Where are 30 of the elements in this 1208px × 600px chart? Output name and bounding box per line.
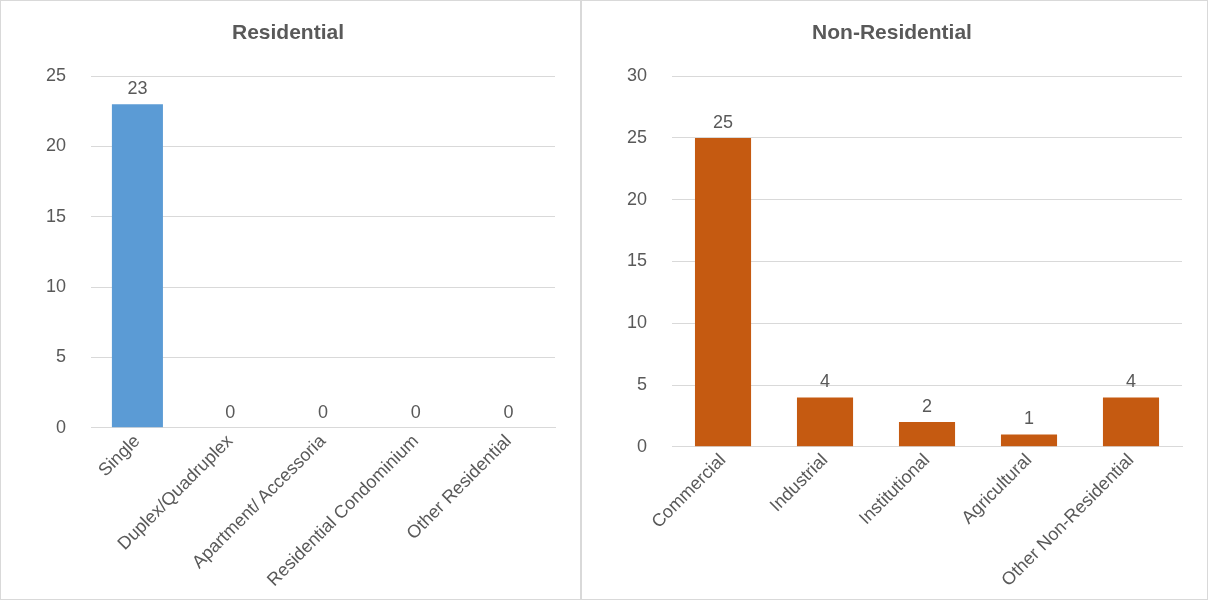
data-label: 4 (1125, 371, 1137, 392)
y-tick-label: 20 (626, 188, 648, 209)
chart-title: Residential (231, 20, 345, 44)
bar (796, 397, 854, 447)
y-tick-label: 15 (45, 205, 67, 226)
data-label: 1 (1024, 408, 1035, 429)
y-tick-label: 10 (45, 276, 67, 297)
y-tick-label: 10 (626, 312, 648, 333)
data-label: 4 (820, 371, 831, 392)
chart-title: Non-Residential (812, 20, 972, 44)
y-tick-label: 15 (626, 250, 648, 271)
y-tick-label: 5 (637, 374, 648, 394)
data-label: 0 (225, 401, 236, 422)
data-label: 0 (318, 401, 329, 422)
data-label: 2 (922, 396, 933, 417)
y-tick-label: 0 (637, 435, 648, 456)
data-label: 0 (410, 401, 421, 422)
bar (1000, 434, 1058, 447)
y-tick-label: 0 (56, 416, 67, 437)
bar (694, 137, 752, 447)
y-tick-label: 20 (45, 135, 67, 156)
data-label: 25 (713, 111, 734, 132)
y-tick-label: 25 (626, 126, 648, 147)
data-label: 23 (127, 78, 148, 99)
bar (1102, 397, 1160, 447)
data-label: 0 (503, 401, 514, 422)
y-tick-label: 30 (626, 65, 648, 86)
y-tick-label: 25 (45, 65, 67, 86)
y-tick-label: 5 (56, 346, 67, 367)
bar (898, 422, 956, 447)
